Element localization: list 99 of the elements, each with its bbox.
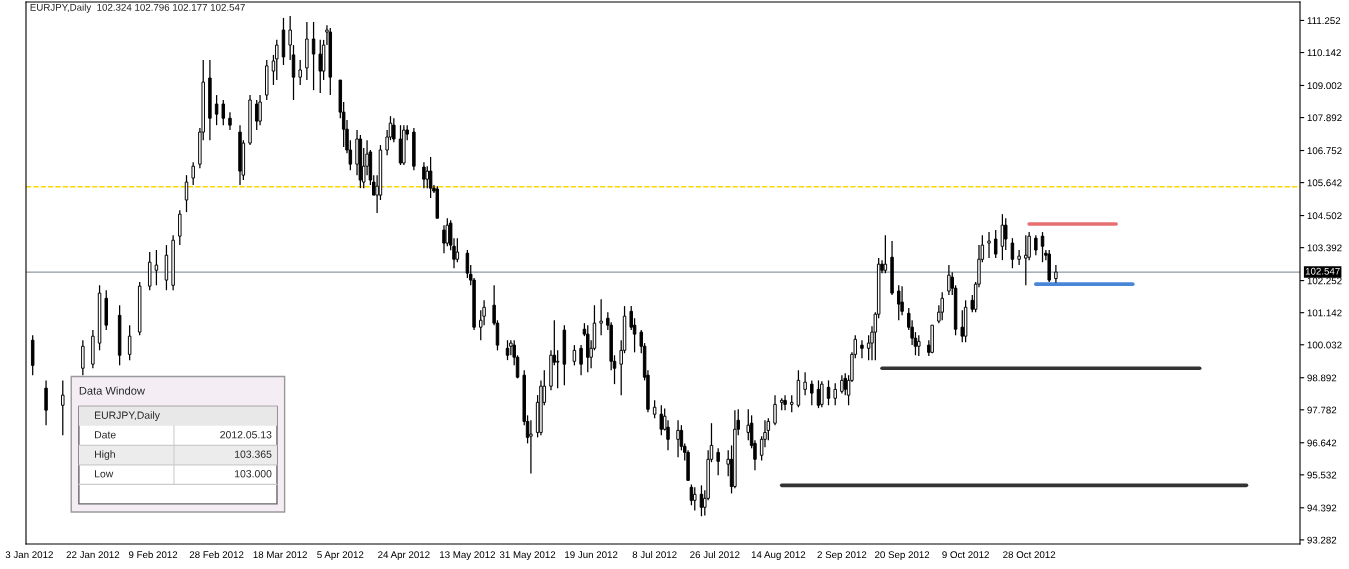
y-tick-label: 97.782: [1307, 406, 1337, 414]
x-tick-label: 13 May 2012: [440, 551, 496, 561]
candlestick: [900, 285, 904, 316]
candlestick: [318, 39, 322, 94]
candlestick: [917, 334, 921, 357]
candlestick: [147, 251, 152, 291]
y-tick-label: 94.392: [1307, 504, 1337, 512]
x-tick-label: 31 May 2012: [499, 551, 556, 561]
y-tick-label: 95.532: [1307, 471, 1337, 479]
annotation: Date: [95, 431, 116, 439]
x-tick-label: 22 Jan 2012: [66, 551, 120, 559]
candlestick: [840, 374, 844, 395]
x-tick-label: 5 Apr 2012: [317, 551, 364, 561]
y-tick-label: 111.252: [1307, 17, 1341, 25]
annotation: Low: [95, 470, 114, 478]
candlestick: [228, 111, 232, 131]
y-tick-label: 104.502: [1307, 212, 1342, 220]
candlestick: [275, 39, 279, 81]
candlestick: [442, 224, 446, 254]
candlestick: [258, 94, 262, 126]
x-tick-label: 18 Mar 2012: [253, 551, 307, 559]
candlestick: [1010, 237, 1015, 269]
candlestick: [61, 379, 65, 436]
annotation: EURJPY,Daily: [95, 411, 160, 421]
x-tick-label: 19 Jun 2012: [565, 551, 618, 559]
candlestick: [833, 382, 837, 406]
ref-line-label: 102.547: [1305, 267, 1340, 275]
candlestick: [960, 309, 965, 343]
candlestick: [311, 21, 316, 91]
candlestick: [1017, 249, 1021, 266]
x-tick-label: 14 Aug 2012: [751, 551, 806, 561]
candlestick: [191, 161, 195, 186]
candlestick: [214, 94, 219, 126]
candlestick: [44, 379, 48, 426]
candlestick: [773, 394, 777, 426]
candlestick: [1054, 264, 1058, 284]
candlestick: [579, 344, 583, 376]
candlestick: [298, 59, 302, 86]
annotation: 103.000: [235, 470, 272, 478]
candlestick: [555, 349, 560, 389]
candlestick: [993, 229, 998, 259]
candlestick: [803, 371, 807, 396]
y-tick-label: 101.142: [1307, 309, 1342, 317]
candlestick: [254, 99, 259, 131]
candlestick: [81, 339, 85, 376]
y-tick-label: 106.752: [1307, 147, 1342, 155]
annotation: 103.365: [235, 450, 272, 458]
x-tick-label: 24 Apr 2012: [378, 551, 430, 561]
candlestick: [422, 161, 426, 189]
y-tick-label: 100.032: [1307, 341, 1342, 349]
candlestick: [1024, 234, 1028, 286]
x-tick-label: 9 Feb 2012: [128, 550, 178, 559]
y-tick-label: 93.282: [1307, 536, 1337, 544]
x-tick-label: 8 Jul 2012: [632, 550, 677, 559]
chart-title: EURJPY,Daily 102.324 102.796 102.177 102.547: [30, 3, 245, 13]
y-tick-label: 96.642: [1307, 439, 1337, 447]
candlestick: [810, 379, 814, 406]
x-tick-label: 28 Feb 2012: [189, 550, 244, 559]
candlestick: [599, 298, 603, 336]
candlestick: [586, 324, 590, 373]
candlestick: [693, 486, 697, 512]
candlestick: [392, 117, 396, 143]
candlestick: [860, 339, 864, 359]
candlestick: [221, 99, 226, 126]
candlestick: [716, 447, 720, 476]
x-tick-label: 9 Oct 2012: [942, 551, 989, 559]
candlestick: [940, 291, 944, 321]
y-tick-label: 105.642: [1307, 179, 1342, 187]
candlestick: [1004, 217, 1008, 251]
candlestick: [947, 264, 951, 296]
x-tick-label: 3 Jan 2012: [5, 551, 53, 559]
candlestick: [666, 419, 670, 451]
candlestick: [184, 174, 189, 213]
y-tick-label: 107.892: [1307, 114, 1342, 122]
candlestick: [425, 165, 429, 189]
y-tick-label: 103.392: [1307, 244, 1342, 252]
y-tick-label: 110.142: [1307, 49, 1341, 57]
y-tick-label: 109.002: [1307, 82, 1342, 90]
x-tick-label: 28 Oct 2012: [1003, 551, 1056, 559]
y-tick-label: 98.892: [1307, 374, 1337, 382]
x-tick-label: 26 Jul 2012: [690, 550, 740, 559]
annotation: Data Window: [79, 386, 145, 395]
candlestick: [572, 344, 577, 366]
candlestick: [820, 380, 824, 408]
candlestick: [455, 237, 460, 263]
annotation: High: [95, 450, 115, 460]
candlestick: [1000, 213, 1005, 261]
candlestick: [897, 284, 901, 321]
candlestick: [154, 249, 159, 286]
candlestick: [1034, 234, 1038, 256]
y-tick-label: 102.252: [1307, 277, 1342, 285]
candlestick: [127, 324, 132, 361]
candlestick: [178, 209, 182, 246]
annotation: 2012.05.13: [220, 431, 272, 439]
candlestick: [529, 419, 533, 475]
candlestick: [1040, 231, 1045, 263]
x-tick-label: 20 Sep 2012: [875, 551, 930, 561]
candlestick: [987, 231, 991, 259]
x-tick-label: 2 Sep 2012: [817, 551, 867, 561]
